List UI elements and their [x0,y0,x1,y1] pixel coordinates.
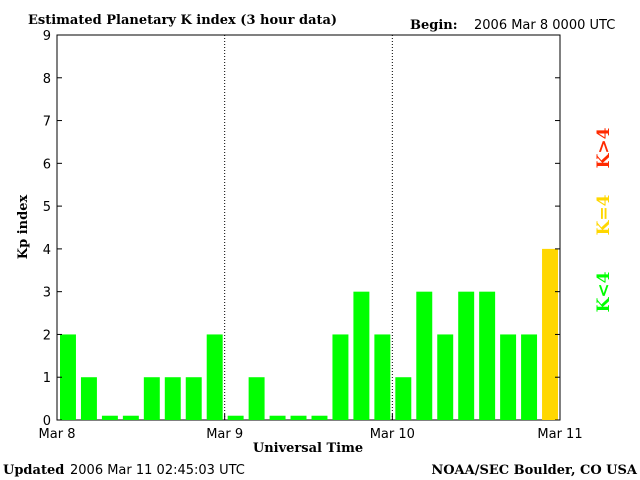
kp-bar [458,291,475,420]
kp-bar [290,415,307,420]
source-credit: NOAA/SEC Boulder, CO USA [431,463,638,478]
updated-label: Updated [3,463,64,478]
y-tick-label: 1 [43,371,51,386]
kp-bar [416,291,433,420]
y-axis-label: Kp index [16,195,31,260]
x-tick-label: Mar 11 [537,427,582,442]
chart-title: Estimated Planetary K index (3 hour data… [28,13,337,28]
kp-bar [479,291,496,420]
y-tick-label: 6 [43,157,51,172]
legend-k-less-than-4: K<4 [594,271,614,312]
y-tick-label: 0 [43,414,51,429]
y-tick-label: 7 [43,115,51,130]
legend-k-equal-4: K=4 [594,194,614,235]
kp-bar [80,377,97,420]
kp-bar [332,334,349,420]
kp-bar [101,415,118,420]
begin-value: 2006 Mar 8 0000 UTC [474,18,615,33]
kp-bar [521,334,538,420]
day-divider-lines [224,35,393,420]
plot-frame [56,34,561,421]
y-tick-label: 3 [43,286,51,301]
kp-bar [269,415,286,420]
kp-bar [437,334,454,420]
kp-bar [122,415,139,420]
y-axis-ticks: 0 1 2 3 4 5 6 7 8 9 [43,29,560,429]
updated-value: 2006 Mar 11 02:45:03 UTC [70,463,245,478]
kp-bar [395,377,412,420]
kp-bar [206,334,223,420]
kp-bar [353,291,370,420]
kp-bar [248,377,265,420]
x-tick-label: Mar 8 [39,427,76,442]
y-tick-label: 9 [43,29,51,44]
kp-bar [374,334,391,420]
kp-bar [143,377,160,420]
x-axis-ticks: Mar 8 Mar 9 Mar 10 Mar 11 [39,414,583,442]
x-axis-label: Universal Time [253,441,363,456]
kp-bar [311,415,328,420]
x-tick-label: Mar 9 [206,427,243,442]
x-tick-label: Mar 10 [370,427,415,442]
kp-bar [500,334,517,420]
y-tick-label: 4 [43,243,51,258]
kp-bars [60,248,558,420]
legend-k-greater-than-4: K>4 [594,127,614,168]
kp-bar [227,415,244,420]
y-tick-label: 2 [43,328,51,343]
kp-bar [185,377,202,420]
kp-bar [164,377,181,420]
y-tick-label: 8 [43,72,51,87]
y-tick-label: 5 [43,200,51,215]
begin-label: Begin: [410,18,458,33]
kp-bar [542,248,558,420]
kp-bar [60,334,76,420]
